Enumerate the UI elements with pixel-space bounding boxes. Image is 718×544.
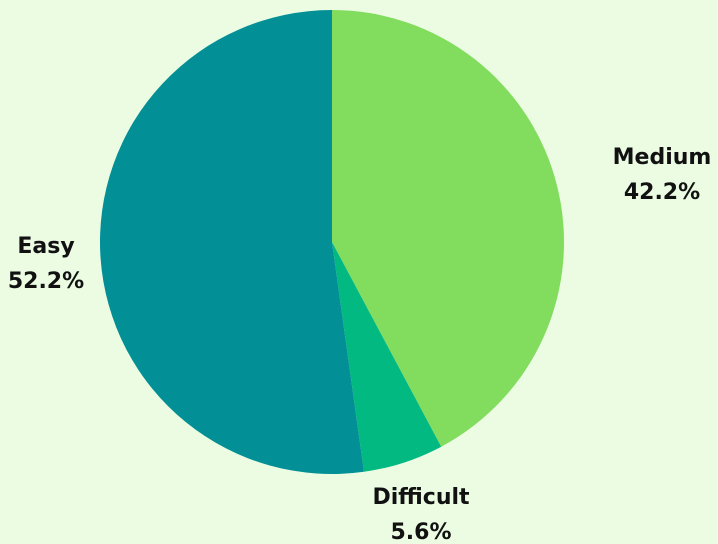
slice-label-difficult: Difficult bbox=[372, 485, 470, 510]
slices-layer bbox=[99, 10, 564, 475]
pie-slice-difficult bbox=[332, 242, 442, 472]
slice-label-easy: Easy bbox=[17, 234, 74, 259]
slice-value-medium: 42.2% bbox=[624, 180, 700, 205]
pie-slice-easy bbox=[99, 10, 364, 475]
slice-value-easy: 52.2% bbox=[8, 269, 84, 294]
slice-label-medium: Medium bbox=[613, 145, 712, 170]
pie-slice-medium bbox=[332, 10, 564, 447]
slice-value-difficult: 5.6% bbox=[390, 520, 451, 544]
labels-layer: Medium 42.2% Difficult 5.6% Easy 52.2% bbox=[8, 145, 712, 544]
